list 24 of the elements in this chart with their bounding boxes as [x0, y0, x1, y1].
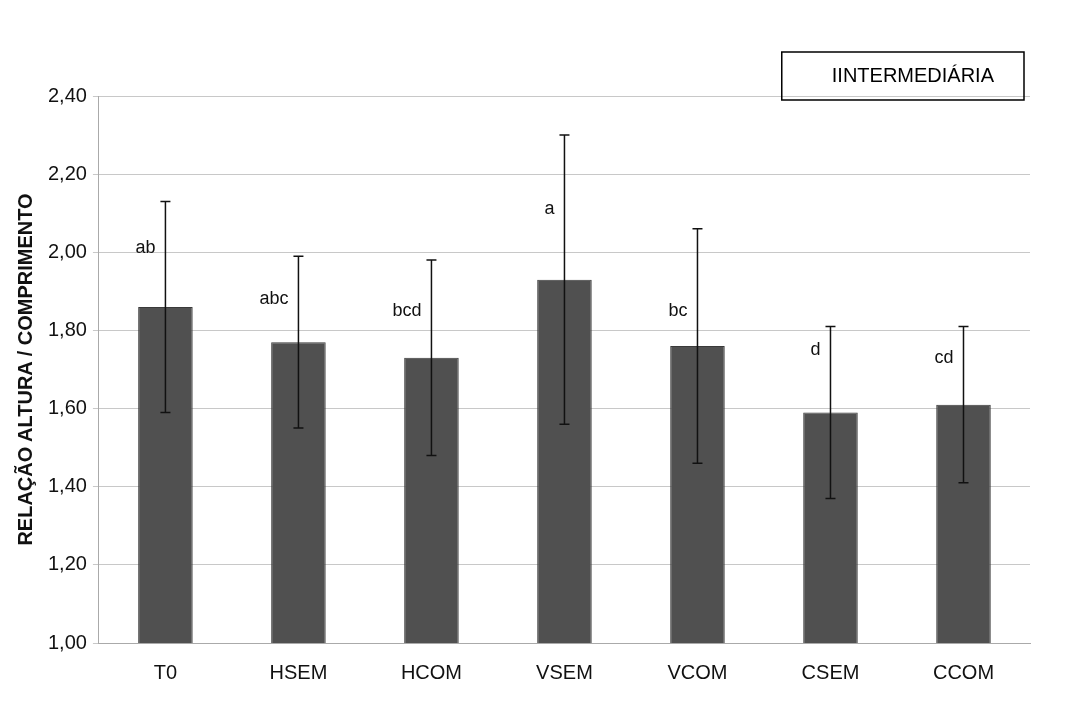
- annotation: d: [810, 338, 821, 359]
- x-tick-label: VSEM: [536, 660, 593, 683]
- y-axis-title: RELAÇÃO ALTURA / COMPRIMENTO: [13, 193, 36, 546]
- x-tick-label: CCOM: [932, 660, 995, 683]
- y-tick-label: 2,40: [47, 83, 87, 106]
- x-tick-label: CSEM: [801, 660, 860, 683]
- y-tick-label: 1,20: [47, 552, 87, 575]
- annotation: ab: [135, 237, 156, 258]
- x-tick-label: VCOM: [667, 660, 728, 683]
- y-tick-label: 2,00: [47, 239, 87, 262]
- annotation: a: [544, 198, 556, 219]
- text: IINTERMEDIÁRIA: [831, 63, 995, 86]
- annotation: abc: [259, 288, 289, 309]
- y-tick-label: 1,40: [47, 474, 87, 497]
- x-tick-label: T0: [153, 660, 178, 683]
- y-tick-label: 2,20: [47, 161, 87, 184]
- annotation: cd: [934, 346, 954, 367]
- x-tick-label: HSEM: [269, 660, 328, 683]
- annotation: bcd: [392, 299, 422, 320]
- y-tick-label: 1,00: [47, 630, 87, 653]
- y-tick-label: 1,80: [47, 317, 87, 340]
- annotation: bc: [668, 299, 688, 320]
- y-tick-label: 1,60: [47, 396, 87, 419]
- x-tick-label: HCOM: [400, 660, 463, 683]
